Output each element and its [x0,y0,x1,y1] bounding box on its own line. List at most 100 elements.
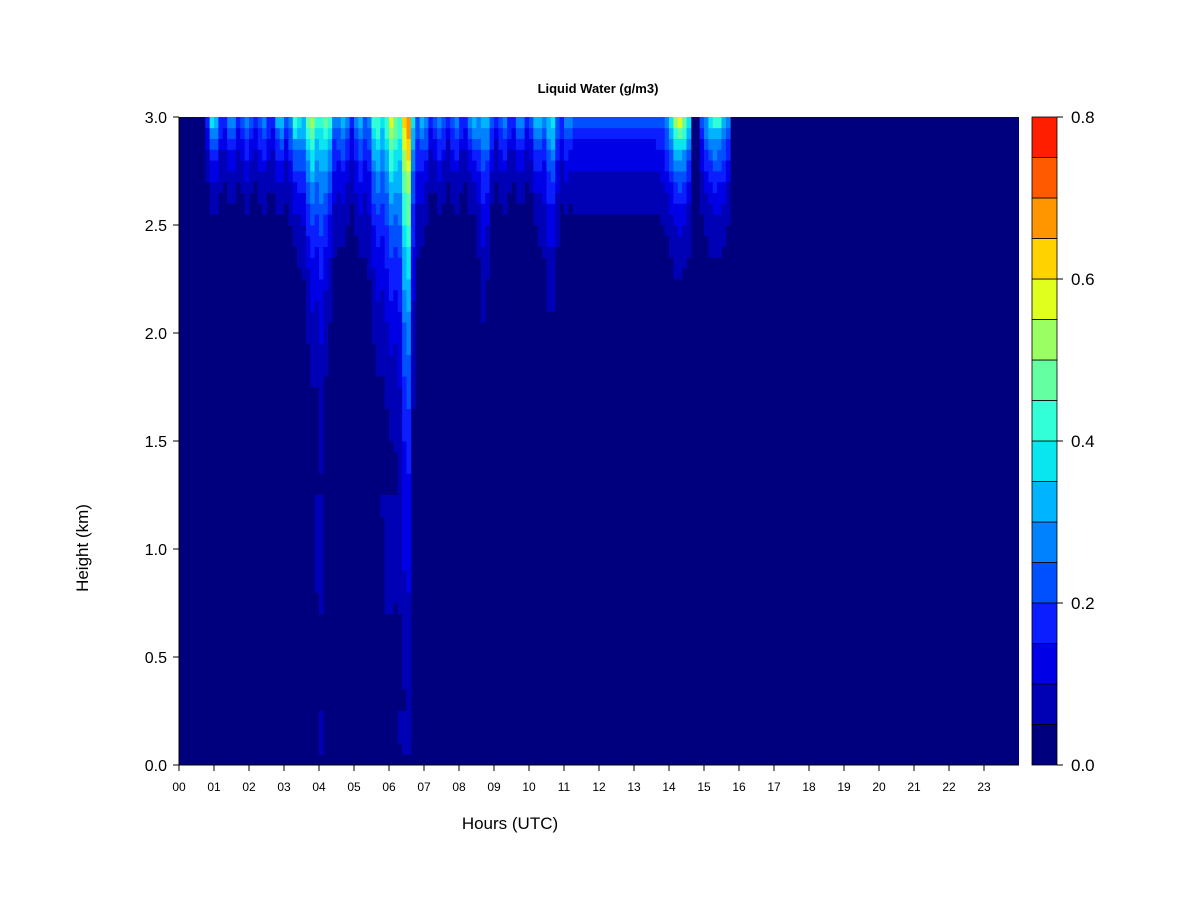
heatmap-cell [279,203,285,215]
heatmap-cell [393,257,399,269]
heatmap-cell [231,181,237,193]
heatmap-cell [419,214,425,226]
heatmap-cell [542,160,547,172]
heatmap-cell [725,203,731,215]
colorbar-tick-label: 0.4 [1071,432,1095,451]
heatmap-cell [634,181,639,193]
heatmap-cell [402,203,407,215]
heatmap-cell [310,181,316,193]
heatmap-cell [319,603,324,615]
heatmap-cell [607,181,613,193]
heatmap-cell [314,160,320,172]
heatmap-cell [721,225,727,237]
heatmap-cell [397,516,403,528]
colorbar-band [1031,481,1058,523]
heatmap-cell [524,127,530,139]
heatmap-cell [218,117,224,129]
heatmap-cell [367,203,372,215]
heatmap-cell [240,160,246,172]
heatmap-cell [476,160,482,172]
heatmap-cell [712,138,718,150]
heatmap-cell [389,257,394,269]
heatmap-cell [550,214,556,226]
heatmap-cell [319,203,324,215]
heatmap-cell [358,214,364,226]
heatmap-cell [310,192,316,204]
heatmap-cell [257,160,263,172]
heatmap-cell [375,257,381,269]
heatmap-cell [546,289,552,301]
heatmap-cell [406,732,412,744]
heatmap-cell [305,235,311,247]
heatmap-cell [397,203,403,215]
heatmap-cell [297,214,302,226]
heatmap-cell [590,181,596,193]
heatmap-cell [581,160,587,172]
heatmap-cell [214,181,219,193]
heatmap-cell [590,117,596,129]
heatmap-cell [235,171,241,183]
heatmap-cell [704,203,709,215]
heatmap-cell [725,149,731,161]
heatmap-cell [362,246,368,258]
heatmap-cell [410,333,416,345]
heatmap-cell [284,181,289,193]
heatmap-cell [402,192,407,204]
heatmap-cell [555,181,561,193]
heatmap-cell [673,117,679,129]
heatmap-cell [686,246,692,258]
heatmap-cell [402,268,407,280]
heatmap-cell [577,117,582,129]
heatmap-cell [275,203,281,215]
heatmap-cell [564,192,569,204]
heatmap-cell [673,225,679,237]
heatmap-cell [677,149,683,161]
heatmap-cell [682,171,687,183]
heatmap-cell [651,138,657,150]
x-tick-label: 17 [767,780,781,794]
heatmap-cell [721,117,727,129]
heatmap-cell [673,235,679,247]
heatmap-cell [708,192,714,204]
heatmap-cell [494,127,499,139]
heatmap-cell [463,149,469,161]
heatmap-cell [489,127,495,139]
heatmap-cell [494,160,499,172]
heatmap-cell [467,171,473,183]
heatmap-cell [310,160,316,172]
heatmap-cell [257,181,263,193]
heatmap-cell [612,181,617,193]
heatmap-cell [415,214,421,226]
heatmap-cell [607,138,613,150]
x-tick-label: 15 [697,780,711,794]
heatmap-cell [305,181,311,193]
heatmap-cell [520,127,526,139]
heatmap-cell [428,160,434,172]
heatmap-cell [340,117,346,129]
heatmap-cell [297,257,302,269]
heatmap-cell [647,203,652,215]
heatmap-cell [638,138,644,150]
heatmap-cell [367,257,372,269]
heatmap-cell [393,322,399,334]
heatmap-cell [319,333,324,345]
heatmap-cell [485,171,491,183]
heatmap-cell [314,289,320,301]
heatmap-cell [384,192,390,204]
heatmap-cell [410,192,416,204]
heatmap-cell [432,117,438,129]
heatmap-cell [310,203,316,215]
x-tick-label: 12 [592,780,606,794]
heatmap-cell [555,149,561,161]
heatmap-cell [594,171,600,183]
heatmap-cell [406,473,412,485]
heatmap-cell [323,181,329,193]
heatmap-cell [358,192,364,204]
heatmap-cell [402,527,407,539]
heatmap-cell [406,743,412,755]
heatmap-cell [507,160,512,172]
heatmap-cell [227,171,232,183]
heatmap-cell [292,160,298,172]
heatmap-cell [599,127,604,139]
heatmap-cell [480,268,486,280]
